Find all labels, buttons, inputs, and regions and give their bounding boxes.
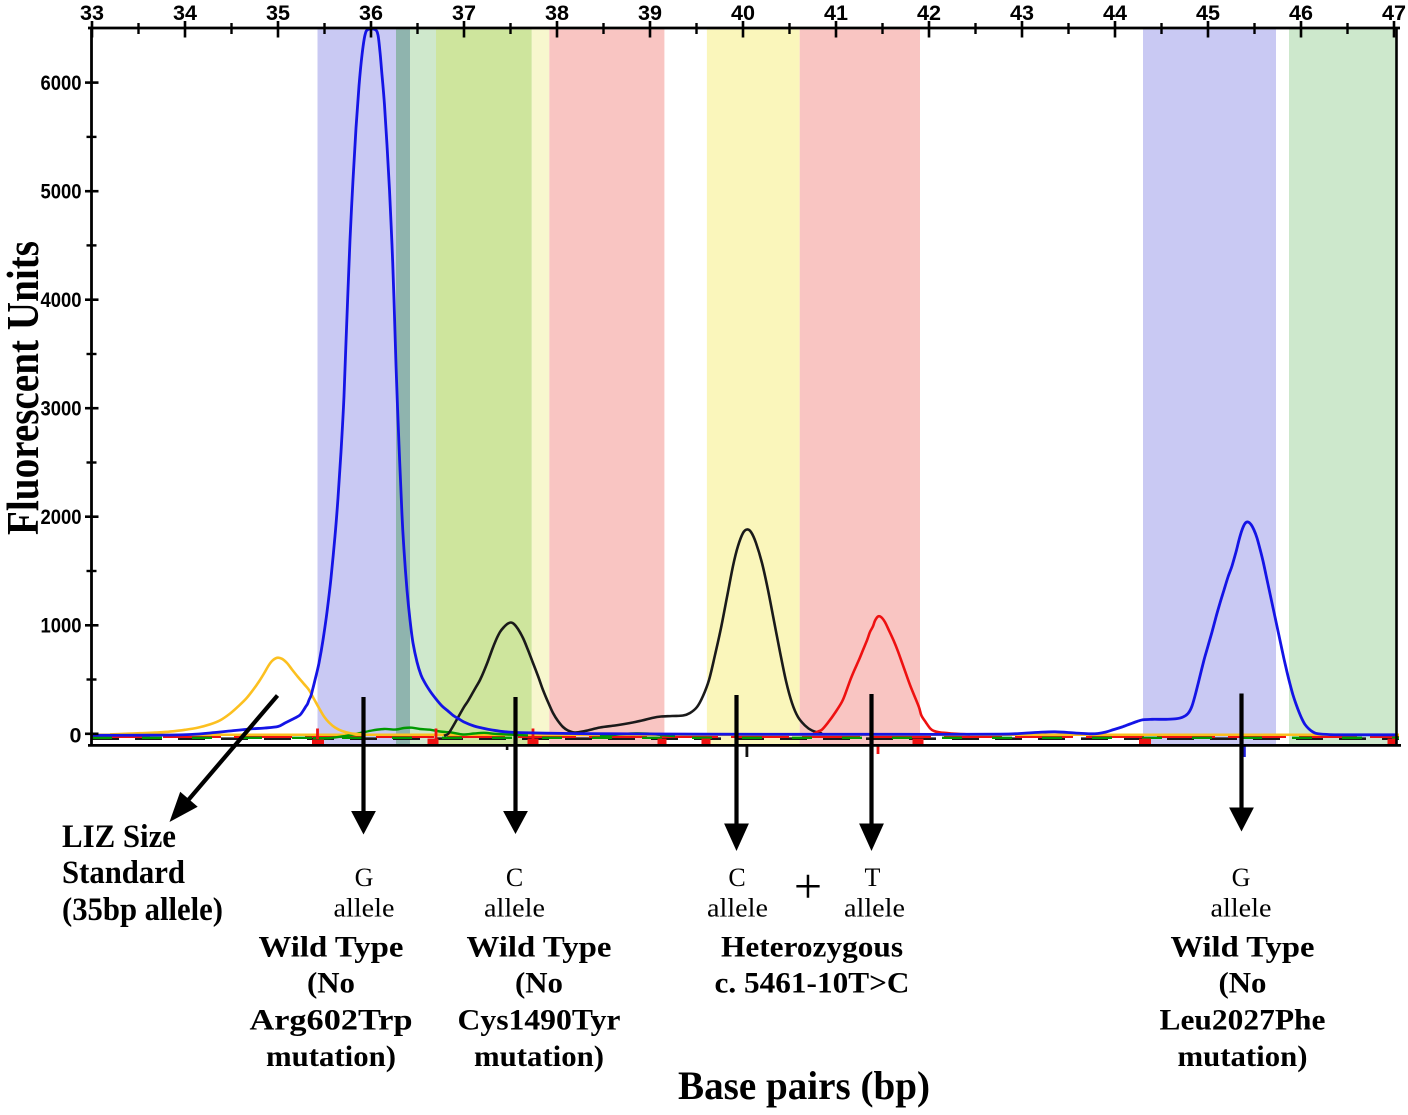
svg-text:Wild Type: Wild Type bbox=[1171, 932, 1315, 964]
svg-text:Fluorescent Units: Fluorescent Units bbox=[0, 241, 48, 535]
svg-text:Heterozygous: Heterozygous bbox=[721, 932, 903, 964]
svg-text:Wild Type: Wild Type bbox=[259, 932, 404, 964]
svg-text:allele: allele bbox=[484, 894, 545, 923]
svg-text:6000: 6000 bbox=[41, 71, 82, 95]
svg-text:36: 36 bbox=[359, 1, 383, 25]
svg-text:allele: allele bbox=[707, 894, 768, 923]
svg-text:C: C bbox=[506, 863, 523, 892]
svg-text:Arg602Trp: Arg602Trp bbox=[250, 1005, 413, 1037]
svg-text:(35bp allele): (35bp allele) bbox=[62, 892, 223, 928]
svg-text:42: 42 bbox=[917, 1, 941, 25]
svg-text:mutation): mutation) bbox=[474, 1041, 604, 1073]
svg-text:allele: allele bbox=[1211, 894, 1272, 923]
svg-text:+: + bbox=[794, 858, 822, 914]
svg-text:LIZ Size: LIZ Size bbox=[62, 819, 176, 855]
svg-text:allele: allele bbox=[334, 894, 395, 923]
svg-text:1000: 1000 bbox=[41, 614, 82, 638]
svg-text:Wild Type: Wild Type bbox=[467, 932, 612, 964]
svg-text:(No: (No bbox=[307, 968, 355, 1000]
svg-text:c. 5461-10T>C: c. 5461-10T>C bbox=[715, 968, 910, 1000]
svg-text:Standard: Standard bbox=[62, 855, 185, 891]
svg-text:G: G bbox=[355, 863, 374, 892]
svg-text:Cys1490Tyr: Cys1490Tyr bbox=[458, 1005, 621, 1037]
svg-text:45: 45 bbox=[1196, 1, 1220, 25]
svg-text:38: 38 bbox=[545, 1, 569, 25]
svg-text:mutation): mutation) bbox=[1178, 1041, 1308, 1073]
svg-text:47: 47 bbox=[1382, 1, 1406, 25]
svg-text:T: T bbox=[865, 863, 881, 892]
svg-text:2000: 2000 bbox=[41, 505, 82, 529]
svg-text:C: C bbox=[728, 863, 745, 892]
svg-text:G: G bbox=[1232, 863, 1251, 892]
svg-text:37: 37 bbox=[452, 1, 476, 25]
svg-text:39: 39 bbox=[638, 1, 662, 25]
svg-text:5000: 5000 bbox=[41, 180, 82, 204]
svg-text:Leu2027Phe: Leu2027Phe bbox=[1160, 1005, 1326, 1037]
svg-text:allele: allele bbox=[844, 894, 905, 923]
svg-text:46: 46 bbox=[1289, 1, 1313, 25]
svg-text:3000: 3000 bbox=[41, 397, 82, 421]
svg-text:0: 0 bbox=[70, 724, 82, 748]
svg-text:40: 40 bbox=[731, 1, 755, 25]
svg-text:34: 34 bbox=[173, 1, 197, 25]
svg-text:43: 43 bbox=[1010, 1, 1034, 25]
svg-text:41: 41 bbox=[824, 1, 848, 25]
svg-text:33: 33 bbox=[80, 1, 104, 25]
svg-text:(No: (No bbox=[515, 968, 563, 1000]
svg-text:44: 44 bbox=[1103, 1, 1127, 25]
svg-text:mutation): mutation) bbox=[266, 1041, 396, 1073]
svg-text:(No: (No bbox=[1219, 968, 1267, 1000]
svg-text:Base pairs (bp): Base pairs (bp) bbox=[678, 1063, 930, 1108]
svg-text:35: 35 bbox=[266, 1, 290, 25]
svg-text:4000: 4000 bbox=[41, 288, 82, 312]
